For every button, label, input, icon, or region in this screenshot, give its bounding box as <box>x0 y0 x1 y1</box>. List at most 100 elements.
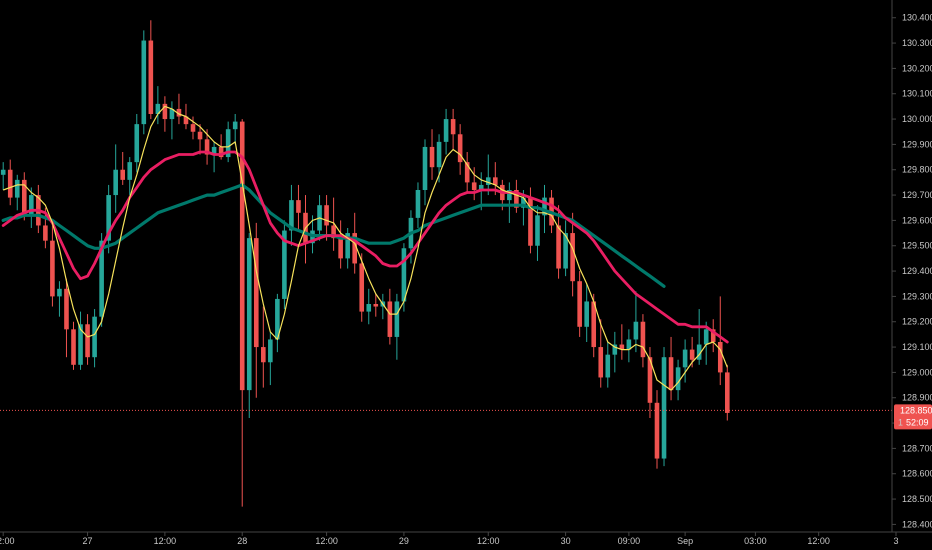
candle-body <box>176 108 182 117</box>
candle <box>106 184 111 254</box>
price-tick-label: 128.600 <box>902 469 932 479</box>
candle-body <box>584 301 589 327</box>
candle <box>485 154 491 196</box>
time-tick-label: 12:00 <box>807 536 830 546</box>
candle-body <box>563 233 568 269</box>
candle <box>197 124 203 155</box>
time-tick-label: 12:00 <box>154 536 177 546</box>
candle <box>338 220 343 269</box>
candle <box>556 205 561 279</box>
candle <box>0 162 6 190</box>
ma-fast-line <box>2 105 728 391</box>
candle-body <box>289 200 294 231</box>
candle-body <box>724 372 730 413</box>
candle-body <box>155 103 161 114</box>
candle-body <box>675 367 681 391</box>
price-tick-label: 129.400 <box>902 266 932 276</box>
time-axis[interactable]: 12:00 27 12:00 28 12:00 29 12:00 30 09:00 Sep 03:0… <box>0 532 899 546</box>
candle-body <box>261 347 266 363</box>
price-tick-label: 129.300 <box>902 291 932 301</box>
candle <box>443 108 449 155</box>
candle <box>717 296 723 386</box>
candle-body <box>401 248 407 302</box>
candle-body <box>218 146 224 158</box>
time-tick-label: 03:00 <box>744 536 767 546</box>
candle-body <box>647 357 653 403</box>
candle-body <box>85 324 90 358</box>
price-axis[interactable]: 128.400128.500128.600128.700128.800128.9… <box>892 13 932 530</box>
candle <box>169 101 175 140</box>
candle-body <box>415 190 421 218</box>
candle-body <box>696 344 702 360</box>
price-tag-price: 128.850 <box>900 405 932 415</box>
candle-body <box>387 301 393 337</box>
candle <box>359 253 365 322</box>
candle-body <box>626 339 632 350</box>
candle-body <box>99 240 104 317</box>
candle <box>471 167 477 201</box>
candle-body <box>268 339 273 363</box>
candle-body <box>113 169 118 196</box>
candle <box>148 20 154 120</box>
candle <box>605 342 611 388</box>
price-tick-label: 129.600 <box>902 215 932 225</box>
price-tick-label: 128.400 <box>902 519 932 529</box>
candle <box>450 108 456 150</box>
candle <box>633 291 639 353</box>
candle <box>85 314 90 365</box>
candle <box>134 114 140 173</box>
price-tick-label: 130.200 <box>902 63 932 73</box>
candle-body <box>190 124 196 132</box>
candle-body <box>591 301 597 348</box>
candle <box>57 281 62 317</box>
candle-body <box>366 304 372 312</box>
candle <box>626 329 632 363</box>
candle-body <box>57 288 62 297</box>
candle <box>71 321 76 370</box>
price-tick-label: 130.400 <box>902 13 932 23</box>
candle-body <box>352 233 357 264</box>
candle-body <box>78 324 83 365</box>
candle-body <box>359 263 365 312</box>
candle-body <box>7 169 13 198</box>
candle <box>261 306 266 388</box>
candle-body <box>134 124 140 163</box>
price-tick-label: 130.300 <box>902 38 932 48</box>
candle-body <box>71 329 76 365</box>
candle-body <box>640 321 646 358</box>
candle <box>282 220 287 310</box>
candle-body <box>542 197 547 216</box>
candle-body <box>21 179 27 216</box>
candle-body <box>661 357 667 459</box>
candle <box>289 184 294 246</box>
candle-body <box>528 197 533 246</box>
time-tick-label: Sep <box>677 536 693 546</box>
candle <box>120 152 126 185</box>
moving-averages-layer <box>1 105 729 391</box>
candle-body <box>394 301 400 337</box>
candle-body <box>619 344 625 350</box>
candle-body <box>92 316 97 358</box>
candle-body <box>169 108 175 120</box>
candle <box>682 339 688 383</box>
candle <box>703 321 709 365</box>
candle <box>415 182 421 228</box>
ma-mid-line <box>1 150 729 344</box>
price-tick-label: 129.100 <box>902 342 932 352</box>
candle <box>394 293 400 360</box>
price-tick-label: 128.900 <box>902 393 932 403</box>
candle <box>457 124 463 175</box>
candle-body <box>471 182 477 190</box>
candle <box>507 182 512 223</box>
price-tick-label: 129.200 <box>902 317 932 327</box>
candle-body <box>204 139 210 155</box>
candle-body <box>239 121 245 391</box>
candle-body <box>717 342 723 373</box>
countdown-prefix: 1 <box>898 417 903 427</box>
candle-body <box>246 238 252 391</box>
time-tick-label: 30 <box>561 536 571 546</box>
candle <box>591 293 597 358</box>
candle-body <box>106 195 111 241</box>
candle-body <box>296 200 301 213</box>
